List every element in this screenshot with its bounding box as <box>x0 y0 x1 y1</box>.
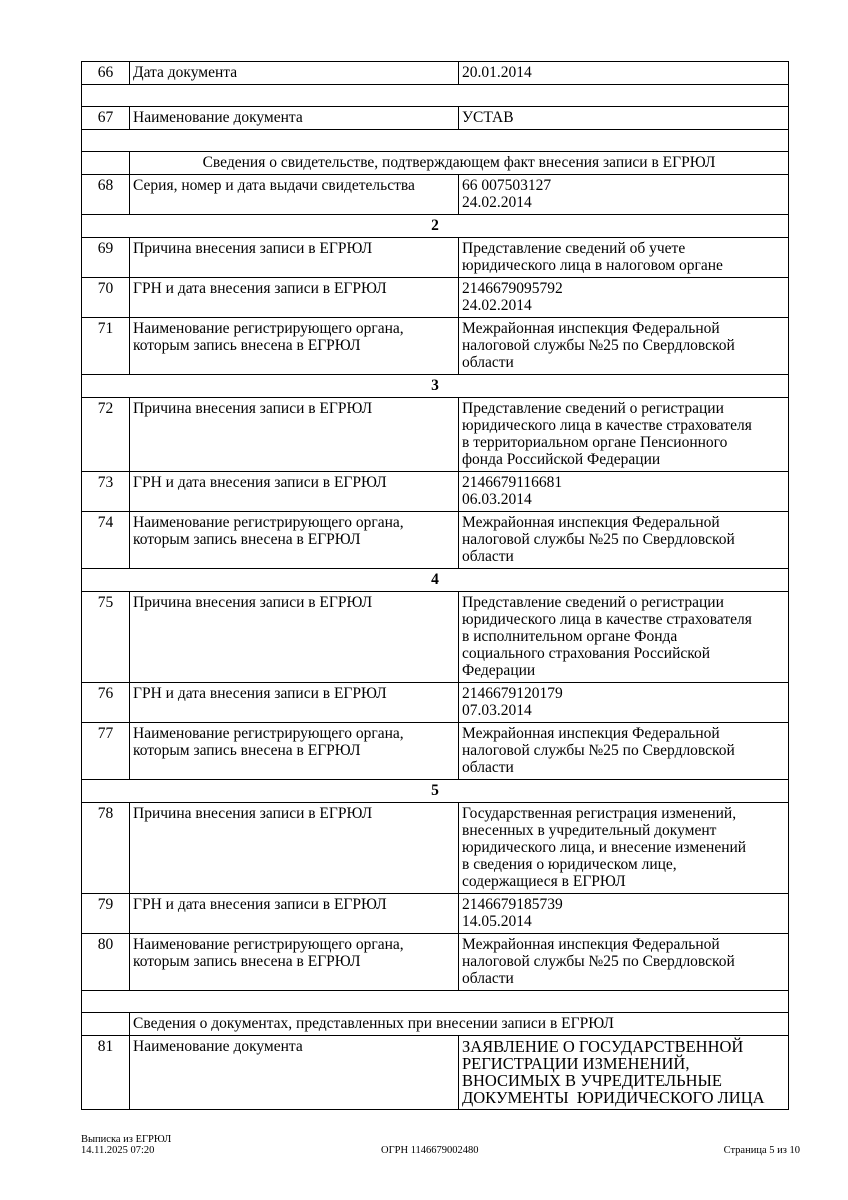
footer-ogrn: ОГРН 1146679002480 <box>381 1145 479 1156</box>
row-number: 72 <box>81 397 130 472</box>
empty-cell <box>81 990 789 1013</box>
row-value: Представление сведений об учете юридичес… <box>458 237 789 278</box>
table-row: 67 Наименование документа УСТАВ <box>81 106 789 130</box>
row-value: УСТАВ <box>458 106 789 130</box>
row-number: 75 <box>81 591 130 683</box>
row-label: ГРН и дата внесения записи в ЕГРЮЛ <box>129 277 459 318</box>
row-value: ЗАЯВЛЕНИЕ О ГОСУДАРСТВЕННОЙ РЕГИСТРАЦИИ … <box>458 1035 789 1110</box>
row-label: ГРН и дата внесения записи в ЕГРЮЛ <box>129 893 459 934</box>
row-label: Наименование документа <box>129 1035 459 1110</box>
section-number-row: 2 <box>81 214 789 238</box>
table-row: 72 Причина внесения записи в ЕГРЮЛ Предста… <box>81 397 789 472</box>
row-label: Наименование регистрирующего органа, кот… <box>129 511 459 569</box>
section-number-row: 3 <box>81 374 789 398</box>
row-label: Дата документа <box>129 61 459 85</box>
table-row: 73 ГРН и дата внесения записи в ЕГРЮЛ 2146… <box>81 471 789 512</box>
spacer-row <box>81 990 789 1013</box>
row-number: 78 <box>81 802 130 894</box>
section-number: 4 <box>81 568 789 592</box>
table-row: 71 Наименование регистрирующего органа, к… <box>81 317 789 375</box>
row-number: 71 <box>81 317 130 375</box>
row-value: 66 007503127 24.02.2014 <box>458 174 789 215</box>
section-number-row: 5 <box>81 779 789 803</box>
row-number: 81 <box>81 1035 130 1110</box>
empty-cell <box>81 1012 130 1036</box>
row-number: 68 <box>81 174 130 215</box>
row-number: 69 <box>81 237 130 278</box>
row-number: 70 <box>81 277 130 318</box>
row-value: Межрайонная инспекция Федеральной налого… <box>458 933 789 991</box>
row-number: 80 <box>81 933 130 991</box>
row-label: Причина внесения записи в ЕГРЮЛ <box>129 397 459 472</box>
spacer-row <box>81 84 789 107</box>
table-row: 74 Наименование регистрирующего органа, к… <box>81 511 789 569</box>
row-label: Причина внесения записи в ЕГРЮЛ <box>129 591 459 683</box>
row-number: 67 <box>81 106 130 130</box>
row-value: Межрайонная инспекция Федеральной налого… <box>458 722 789 780</box>
row-number: 76 <box>81 682 130 723</box>
row-value: 2146679185739 14.05.2014 <box>458 893 789 934</box>
section-number: 5 <box>81 779 789 803</box>
section-heading: Сведения о свидетельстве, подтверждающем… <box>129 151 789 175</box>
row-label: ГРН и дата внесения записи в ЕГРЮЛ <box>129 682 459 723</box>
row-value: Государственная регистрация изменений, в… <box>458 802 789 894</box>
table-row: 75 Причина внесения записи в ЕГРЮЛ Предста… <box>81 591 789 683</box>
row-label: Наименование регистрирующего органа, кот… <box>129 933 459 991</box>
egrul-extract-table: 66 Дата документа 20.01.2014 67 Наименование… <box>81 61 789 1110</box>
table-row: 81 Наименование документа ЗАЯВЛЕНИЕ О ГОСУ… <box>81 1035 789 1110</box>
table-row: 80 Наименование регистрирующего органа, к… <box>81 933 789 991</box>
row-label: Серия, номер и дата выдачи свидетельства <box>129 174 459 215</box>
row-number: 79 <box>81 893 130 934</box>
row-value: 2146679095792 24.02.2014 <box>458 277 789 318</box>
row-number: 77 <box>81 722 130 780</box>
section-number: 2 <box>81 214 789 238</box>
row-label: Наименование документа <box>129 106 459 130</box>
row-number: 66 <box>81 61 130 85</box>
row-value: 2146679116681 06.03.2014 <box>458 471 789 512</box>
row-value: 20.01.2014 <box>458 61 789 85</box>
table-row: 66 Дата документа 20.01.2014 <box>81 61 789 85</box>
section-heading-row: Сведения о свидетельстве, подтверждающем… <box>81 151 789 175</box>
row-label: Наименование регистрирующего органа, кот… <box>129 722 459 780</box>
table-row: 68 Серия, номер и дата выдачи свидетельст… <box>81 174 789 215</box>
row-label: Причина внесения записи в ЕГРЮЛ <box>129 237 459 278</box>
section-heading: Сведения о документах, представленных пр… <box>129 1012 789 1036</box>
row-label: Наименование регистрирующего органа, кот… <box>129 317 459 375</box>
row-label: ГРН и дата внесения записи в ЕГРЮЛ <box>129 471 459 512</box>
spacer-row <box>81 129 789 152</box>
row-number: 74 <box>81 511 130 569</box>
table-row: 76 ГРН и дата внесения записи в ЕГРЮЛ 2146… <box>81 682 789 723</box>
table-row: 78 Причина внесения записи в ЕГРЮЛ Государ… <box>81 802 789 894</box>
table-row: 77 Наименование регистрирующего органа, к… <box>81 722 789 780</box>
row-number: 73 <box>81 471 130 512</box>
section-number: 3 <box>81 374 789 398</box>
row-label: Причина внесения записи в ЕГРЮЛ <box>129 802 459 894</box>
table-row: 79 ГРН и дата внесения записи в ЕГРЮЛ 2146… <box>81 893 789 934</box>
row-value: Представление сведений о регистрации юри… <box>458 397 789 472</box>
row-value: Представление сведений о регистрации юри… <box>458 591 789 683</box>
row-value: Межрайонная инспекция Федеральной налого… <box>458 317 789 375</box>
section-heading-row: Сведения о документах, представленных пр… <box>81 1012 789 1036</box>
section-number-row: 4 <box>81 568 789 592</box>
footer-document-info: Выписка из ЕГРЮЛ 14.11.2025 07:20 <box>81 1134 172 1156</box>
row-value: Межрайонная инспекция Федеральной налого… <box>458 511 789 569</box>
footer-page-number: Страница 5 из 10 <box>723 1145 800 1156</box>
row-value: 2146679120179 07.03.2014 <box>458 682 789 723</box>
table-row: 70 ГРН и дата внесения записи в ЕГРЮЛ 2146… <box>81 277 789 318</box>
table-row: 69 Причина внесения записи в ЕГРЮЛ Предста… <box>81 237 789 278</box>
empty-cell <box>81 84 789 107</box>
empty-cell <box>81 151 130 175</box>
empty-cell <box>81 129 789 152</box>
